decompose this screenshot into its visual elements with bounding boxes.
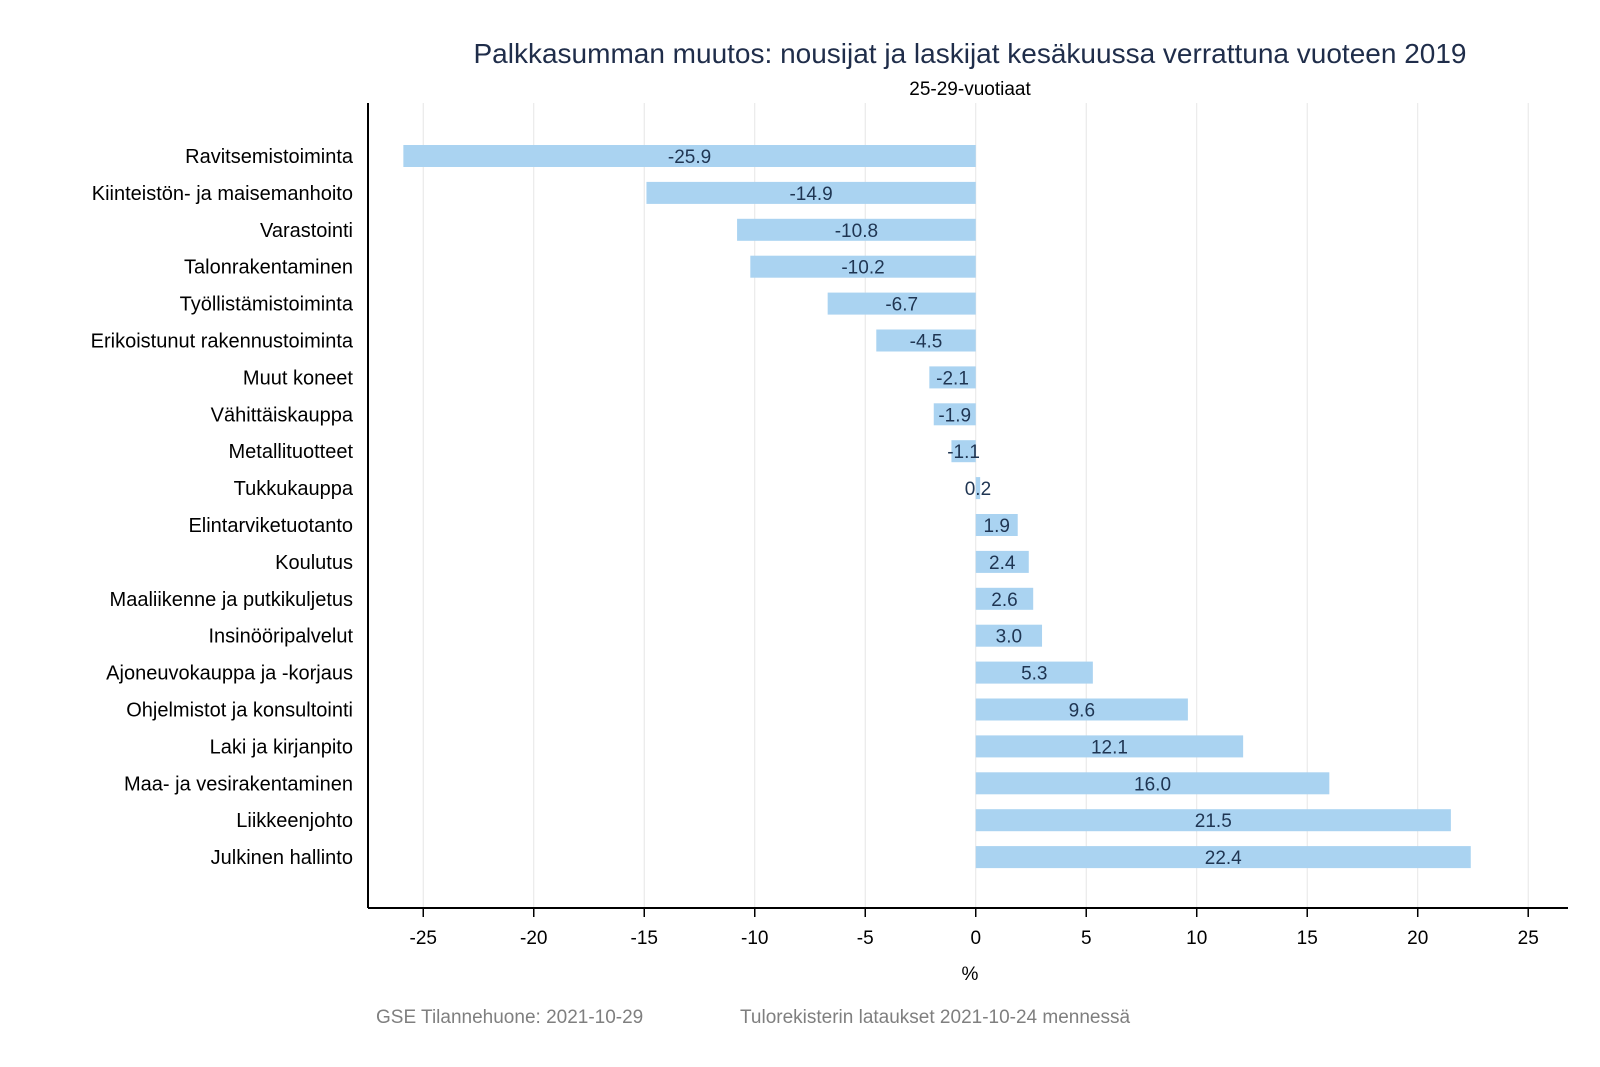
bar: [975, 477, 981, 500]
category-label: Varastointi: [260, 220, 353, 242]
bar: [737, 218, 976, 241]
x-tick-label: 0: [970, 928, 981, 949]
category-label: Ohjelmistot ja konsultointi: [126, 700, 353, 722]
chart-subtitle: 25-29-vuotiaat: [909, 79, 1031, 100]
category-label: Työllistämistoiminta: [180, 294, 354, 316]
bar-value-label: 21.5: [1195, 811, 1232, 832]
bar-value-label: -14.9: [789, 184, 832, 205]
bar: [876, 329, 976, 352]
bar: [975, 661, 1093, 684]
x-tick-label: 20: [1407, 928, 1428, 949]
bar: [975, 624, 1043, 647]
x-tick-label: -10: [741, 928, 768, 949]
bar: [951, 440, 976, 463]
category-label: Erikoistunut rakennustoiminta: [91, 331, 354, 353]
bar: [975, 514, 1018, 536]
bar-value-label: -1.1: [947, 442, 980, 463]
bar: [975, 735, 1244, 758]
bar: [975, 550, 1029, 573]
bar: [975, 809, 1451, 832]
category-label: Maa- ja vesirakentaminen: [124, 773, 353, 795]
bar: [975, 587, 1034, 610]
bars: [403, 145, 1471, 869]
x-tick-label: 15: [1297, 928, 1318, 949]
bar: [975, 772, 1330, 795]
bar-value-label: 22.4: [1205, 848, 1242, 869]
x-axis-ticks: -25 -20 -15 -10 -5 0 5 10 15 20 25: [410, 908, 1539, 949]
footer-note: Tulorekisterin lataukset 2021-10-24 menn…: [740, 1007, 1130, 1028]
x-tick-label: 25: [1518, 928, 1539, 949]
category-label: Ravitsemistoiminta: [185, 146, 354, 168]
bar: [750, 255, 976, 278]
category-label: Kiinteistön- ja maisemanhoito: [92, 183, 353, 205]
category-label: Vähittäiskauppa: [211, 404, 354, 426]
category-label: Talonrakentaminen: [184, 257, 353, 279]
category-label: Metallituotteet: [228, 441, 353, 463]
bar-value-label: -10.8: [835, 221, 878, 242]
x-tick-label: 10: [1186, 928, 1207, 949]
category-label: Ajoneuvokauppa ja -korjaus: [106, 663, 353, 685]
bar: [933, 403, 976, 426]
bar-value-label: -2.1: [936, 368, 969, 389]
category-labels: Ravitsemistoiminta Kiinteistön- ja maisem…: [91, 146, 354, 869]
x-tick-label: -25: [410, 928, 437, 949]
bar: [929, 366, 976, 389]
category-label: Laki ja kirjanpito: [210, 736, 353, 758]
footer-source: GSE Tilannehuone: 2021-10-29: [376, 1007, 643, 1028]
bar: [646, 181, 976, 204]
data-labels: -25.9 -14.9-10.8 -10.2-6.7 -4.5 -2.1 -1.9 -1.1…: [668, 147, 1242, 869]
bar-value-label: 1.9: [984, 516, 1010, 537]
bar-value-label: -10.2: [841, 258, 884, 279]
x-tick-label: 5: [1081, 928, 1092, 949]
bar-value-label: 0.2: [965, 479, 991, 500]
category-label: Koulutus: [275, 552, 353, 574]
chart-title: Palkkasumman muutos: nousijat ja laskija…: [474, 38, 1467, 69]
bar-value-label: 5.3: [1021, 664, 1047, 685]
category-label: Tukkukauppa: [234, 478, 354, 500]
category-label: Julkinen hallinto: [211, 847, 353, 869]
x-axis-title: %: [962, 964, 979, 985]
category-label: Elintarviketuotanto: [188, 515, 353, 537]
bar-value-label: 3.0: [996, 627, 1022, 648]
category-label: Maaliikenne ja putkikuljetus: [110, 589, 353, 611]
bar: [975, 698, 1188, 721]
bar-value-label: -4.5: [910, 332, 943, 353]
x-tick-label: -5: [857, 928, 874, 949]
bar-value-label: 2.4: [989, 553, 1016, 574]
x-tick-label: -15: [631, 928, 658, 949]
category-label: Muut koneet: [243, 367, 354, 389]
x-tick-label: -20: [520, 928, 547, 949]
bar-value-label: 16.0: [1134, 774, 1171, 795]
bar: [403, 145, 976, 167]
bar-value-label: -1.9: [938, 405, 971, 426]
bar: [975, 846, 1471, 869]
category-label: Liikkeenjohto: [236, 810, 353, 832]
bar-value-label: 2.6: [991, 590, 1017, 611]
bar-value-label: 12.1: [1091, 737, 1128, 758]
bar-value-label: -6.7: [885, 295, 918, 316]
bar: [827, 292, 976, 315]
category-label: Insinööripalvelut: [208, 626, 353, 648]
bar-value-label: 9.6: [1069, 701, 1095, 722]
bar-value-label: -25.9: [668, 147, 711, 168]
